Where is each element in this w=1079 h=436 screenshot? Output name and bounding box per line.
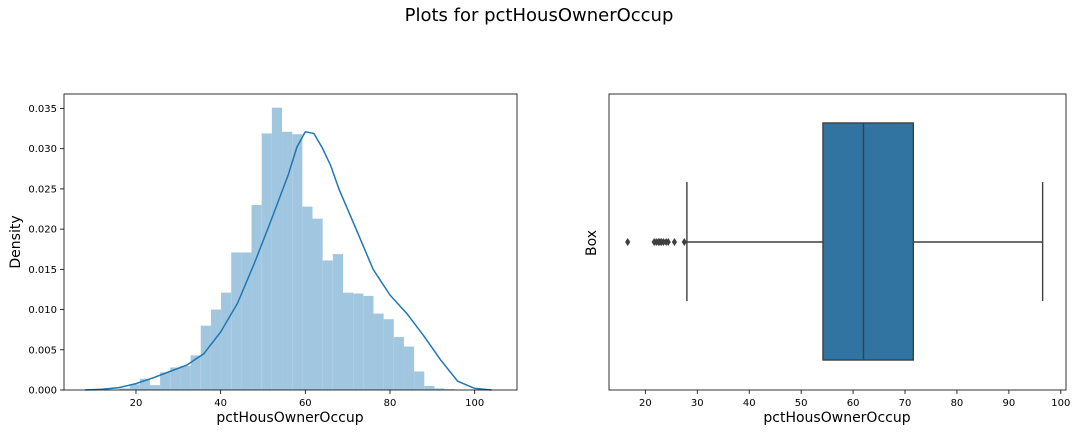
histogram-bar — [282, 131, 293, 390]
histogram-bar — [444, 389, 455, 390]
histogram-y-tick-label: 0.015 — [28, 265, 57, 276]
histogram-plot: 20 40 60 80 100 0.0000.0050.0100.0150.0200.0… — [8, 93, 518, 426]
histogram-x-ticks: 20 40 60 80 100 — [130, 390, 484, 409]
histogram-bar — [292, 134, 303, 390]
histogram-x-label: pctHousOwnerOccup — [216, 410, 363, 426]
histogram-y-tick-label: 0.035 — [28, 104, 57, 115]
box-plot: 20 30 40 50 60 70 80 90 100 pctHousOwnerOccup Bo… — [584, 93, 1070, 426]
box-x-tick-label: 60 — [847, 398, 860, 409]
histogram-bar — [363, 295, 374, 390]
histogram-bar — [342, 292, 354, 390]
histogram-bar — [373, 313, 384, 390]
histogram-bar — [312, 218, 323, 390]
figure-suptitle: Plots for pctHousOwnerOccup — [405, 5, 674, 26]
histogram-x-tick-label: 40 — [214, 398, 227, 409]
histogram-x-tick-label: 80 — [384, 398, 397, 409]
box-x-tick-label: 20 — [639, 398, 652, 409]
histogram-x-tick-label: 20 — [130, 398, 143, 409]
box-axes-frame — [608, 93, 1067, 391]
box-elements — [625, 122, 1044, 361]
histogram-y-tick-label: 0.030 — [28, 144, 57, 155]
histogram-bar — [170, 367, 181, 390]
histogram-bar — [383, 319, 394, 390]
box-x-label: pctHousOwnerOccup — [763, 410, 910, 426]
box-x-tick-label: 100 — [1051, 398, 1070, 409]
histogram-bar — [414, 371, 425, 390]
histogram-bar — [251, 205, 262, 390]
histogram-y-tick-label: 0.000 — [28, 386, 57, 397]
histogram-y-tick-label: 0.005 — [28, 345, 57, 356]
histogram-bar — [160, 372, 171, 390]
histogram-bar — [302, 206, 313, 390]
histogram-bar — [434, 388, 445, 390]
box-outlier-point — [665, 238, 671, 246]
box-outlier-point — [625, 238, 631, 246]
histogram-axes-frame — [63, 93, 518, 391]
box-outlier-point — [671, 238, 678, 246]
histogram-y-label: Density — [8, 215, 24, 268]
histogram-bars — [119, 107, 455, 391]
histogram-x-tick-label: 60 — [299, 398, 312, 409]
histogram-y-tick-label: 0.020 — [28, 225, 57, 236]
histogram-bar — [261, 133, 272, 391]
histogram-bar — [210, 309, 222, 390]
box-x-tick-label: 70 — [899, 398, 912, 409]
histogram-bar — [353, 293, 364, 390]
histogram-bar — [129, 384, 140, 390]
box-x-ticks: 20 30 40 50 60 70 80 90 100 — [639, 390, 1070, 409]
kde-line — [85, 130, 492, 391]
histogram-y-ticks: 0.000 0.005 0.010 0.015 0.020 0.025 0.030 0.035 — [28, 104, 64, 397]
histogram-bar — [200, 325, 211, 390]
box-x-tick-label: 80 — [951, 398, 964, 409]
histogram-bar — [241, 252, 252, 390]
histogram-bar — [231, 252, 242, 390]
box-outlier-point — [681, 238, 687, 246]
histogram-y-tick-label: 0.010 — [28, 305, 57, 316]
box-y-label: Box — [584, 230, 600, 256]
histogram-bar — [393, 336, 404, 390]
box-x-tick-label: 50 — [795, 398, 808, 409]
histogram-bar — [403, 346, 415, 390]
histogram-x-tick-label: 100 — [465, 398, 484, 409]
histogram-bar — [190, 355, 201, 390]
histogram-bar — [180, 365, 191, 390]
box-x-tick-label: 40 — [743, 398, 756, 409]
box-x-tick-label: 30 — [691, 398, 704, 409]
histogram-bar — [424, 385, 435, 390]
histogram-bar — [139, 378, 150, 390]
histogram-bar — [149, 385, 161, 390]
histogram-bar — [322, 260, 333, 390]
box-x-tick-label: 90 — [1003, 398, 1016, 409]
histogram-bar — [119, 388, 130, 390]
histogram-bar — [332, 254, 343, 390]
histogram-y-tick-label: 0.025 — [28, 184, 57, 195]
histogram-bar — [271, 107, 283, 390]
box-iqr — [822, 122, 915, 361]
histogram-bar — [221, 292, 232, 390]
